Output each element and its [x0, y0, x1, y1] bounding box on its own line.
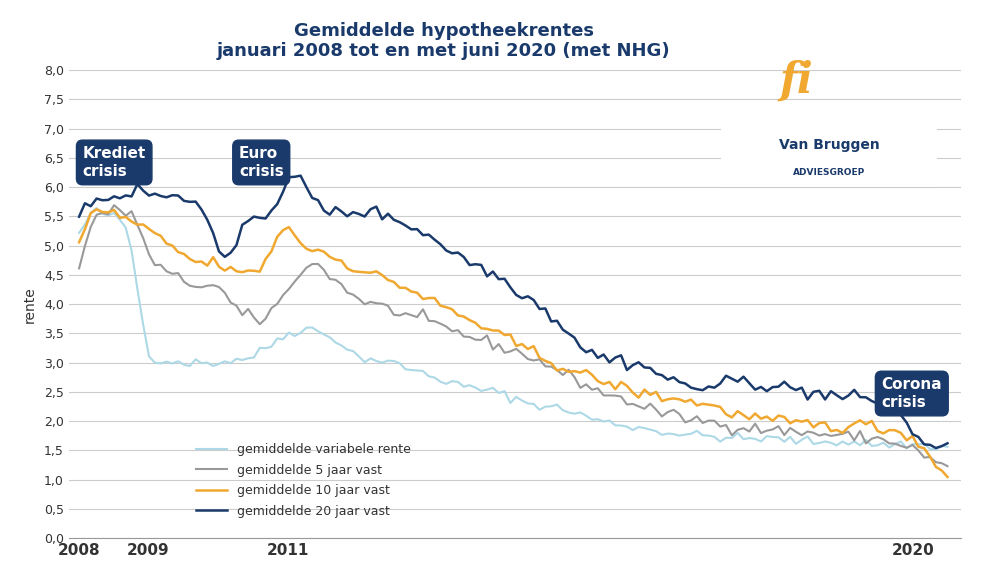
gemiddelde 5 jaar vast: [108, 202, 120, 209]
gemiddelde 20 jaar vast: [942, 440, 954, 447]
Line: gemiddelde variabele rente: gemiddelde variabele rente: [79, 208, 948, 450]
gemiddelde variabele rente: [679, 431, 691, 438]
gemiddelde variabele rente: [365, 355, 377, 362]
gemiddelde 5 jaar vast: [423, 317, 435, 324]
Text: fi: fi: [780, 60, 813, 102]
Text: Corona
crisis: Corona crisis: [882, 377, 942, 409]
gemiddelde 20 jaar vast: [74, 213, 85, 220]
gemiddelde 10 jaar vast: [90, 206, 102, 213]
gemiddelde 5 jaar vast: [942, 463, 954, 470]
Line: gemiddelde 5 jaar vast: gemiddelde 5 jaar vast: [79, 205, 948, 466]
gemiddelde 20 jaar vast: [569, 334, 581, 341]
gemiddelde 5 jaar vast: [365, 298, 377, 305]
Legend: gemiddelde variabele rente, gemiddelde 5 jaar vast, gemiddelde 10 jaar vast, gem: gemiddelde variabele rente, gemiddelde 5…: [191, 438, 416, 522]
gemiddelde variabele rente: [796, 436, 807, 443]
gemiddelde 10 jaar vast: [942, 473, 954, 480]
gemiddelde 10 jaar vast: [569, 367, 581, 374]
Title: Gemiddelde hypotheekrentes
januari 2008 tot en met juni 2020 (met NHG): Gemiddelde hypotheekrentes januari 2008 …: [217, 22, 670, 60]
Y-axis label: rente: rente: [23, 286, 37, 322]
Text: Van Bruggen: Van Bruggen: [779, 137, 879, 152]
gemiddelde variabele rente: [569, 410, 581, 417]
gemiddelde variabele rente: [942, 443, 954, 450]
gemiddelde 20 jaar vast: [679, 380, 691, 387]
FancyBboxPatch shape: [721, 125, 937, 187]
Text: Euro
crisis: Euro crisis: [239, 146, 284, 178]
gemiddelde 10 jaar vast: [534, 355, 545, 362]
Line: gemiddelde 20 jaar vast: gemiddelde 20 jaar vast: [79, 176, 948, 448]
gemiddelde 10 jaar vast: [423, 294, 435, 301]
gemiddelde variabele rente: [90, 205, 102, 212]
gemiddelde variabele rente: [534, 407, 545, 414]
gemiddelde 5 jaar vast: [679, 419, 691, 426]
gemiddelde 20 jaar vast: [534, 305, 545, 312]
gemiddelde variabele rente: [74, 229, 85, 236]
gemiddelde 10 jaar vast: [74, 239, 85, 246]
gemiddelde 5 jaar vast: [569, 374, 581, 381]
gemiddelde 20 jaar vast: [796, 384, 807, 391]
gemiddelde 5 jaar vast: [796, 432, 807, 439]
gemiddelde 10 jaar vast: [365, 269, 377, 276]
gemiddelde 20 jaar vast: [930, 445, 942, 452]
gemiddelde 5 jaar vast: [534, 356, 545, 363]
gemiddelde 10 jaar vast: [679, 398, 691, 405]
gemiddelde 20 jaar vast: [365, 206, 377, 213]
gemiddelde 5 jaar vast: [74, 265, 85, 272]
Text: ADVIESGROEP: ADVIESGROEP: [793, 168, 865, 177]
Text: Krediet
crisis: Krediet crisis: [82, 146, 146, 178]
gemiddelde 20 jaar vast: [294, 172, 306, 179]
gemiddelde 10 jaar vast: [796, 418, 807, 425]
gemiddelde variabele rente: [423, 373, 435, 380]
Line: gemiddelde 10 jaar vast: gemiddelde 10 jaar vast: [79, 209, 948, 477]
gemiddelde 20 jaar vast: [423, 231, 435, 238]
gemiddelde variabele rente: [930, 446, 942, 453]
